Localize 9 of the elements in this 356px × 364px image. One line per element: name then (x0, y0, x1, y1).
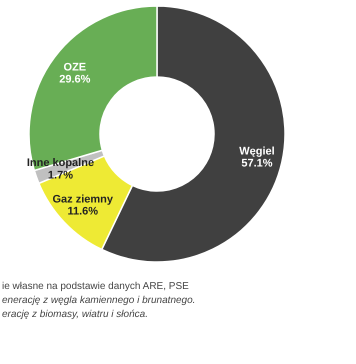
text: ie własne na podstawie danych ARE, PSE (2, 281, 190, 292)
text: enerację z węgla kamiennego i brunatnego. (2, 295, 196, 306)
slice-label: Węgiel (239, 145, 275, 158)
data-label: 29.6% (59, 74, 91, 86)
data-label: 57.1% (241, 158, 273, 170)
slice-label: Gaz ziemny (52, 193, 114, 206)
data-label: 11.6% (67, 206, 98, 218)
text: erację z biomasy, wiatru i słońca. (2, 309, 148, 320)
slice-label: OZE (64, 62, 86, 74)
